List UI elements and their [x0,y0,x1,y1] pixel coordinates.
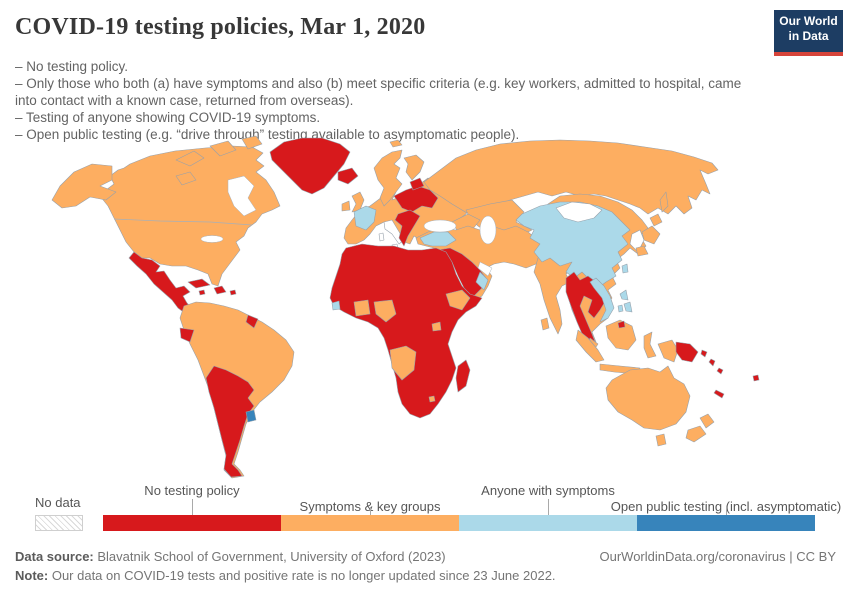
legend-no-data-label: No data [35,495,81,510]
footer-note-label: Note: [15,568,49,583]
region-sri-lanka[interactable] [540,317,550,331]
legend-tick-open-public-testing [726,507,727,515]
region-africa[interactable] [329,243,483,419]
region-angola[interactable] [389,345,417,381]
region-baltics[interactable] [409,177,425,191]
legend-tick-no-policy [192,499,193,515]
region-sakhalin[interactable] [659,191,669,213]
legend-label-no-policy: No testing policy [144,483,240,498]
region-nigeria[interactable] [373,299,397,323]
region-balkans[interactable] [394,209,421,247]
legend-tick-anyone-with-symptoms [548,499,549,515]
footer-data-source-text: Blavatnik School of Government, Universi… [93,549,446,564]
legend-label-anyone-with-symptoms: Anyone with symptoms [481,483,615,498]
region-finland[interactable] [403,154,425,181]
region-greenland[interactable] [269,137,351,195]
legend-no-data-swatch[interactable] [35,515,83,531]
subtitle-line-4: – Open public testing (e.g. “drive throu… [15,127,520,142]
region-eswatini[interactable] [428,395,436,403]
owid-logo-line2: in Data [788,29,829,43]
owid-logo-line1: Our World [779,14,838,28]
region-svalbard[interactable] [389,139,403,148]
region-sumatra[interactable] [575,329,605,363]
chart-subtitle: – No testing policy. – Only those who bo… [15,58,753,143]
region-philippines[interactable] [617,289,633,313]
legend-color-bar [103,515,815,531]
legend-swatch-anyone-with-symptoms[interactable] [459,515,637,531]
region-ecuador[interactable] [179,327,195,343]
persian-gulf-water [477,261,493,277]
us-canada-border [113,218,253,226]
region-west-africa[interactable] [353,299,371,317]
region-iceland[interactable] [337,167,359,185]
region-hispaniola[interactable] [213,285,227,295]
region-france[interactable] [353,205,377,231]
region-southern-cone[interactable] [205,365,255,478]
region-tasmania[interactable] [655,433,667,447]
subtitle-line-3: – Testing of anyone showing COVID-19 sym… [15,110,321,125]
legend-tick-symptoms-key-groups [370,507,371,515]
region-vietnam[interactable] [589,277,615,323]
caspian-sea-water [479,215,497,245]
footer-data-source-label: Data source: [15,549,94,564]
region-jamaica[interactable] [198,289,206,296]
region-guyana[interactable] [245,314,259,329]
page-title: COVID-19 testing policies, Mar 1, 2020 [15,14,426,40]
region-cuba[interactable] [187,278,211,289]
region-sardinia[interactable] [378,232,385,242]
black-sea-water [423,219,457,233]
region-scandinavia[interactable] [373,149,403,207]
region-ireland[interactable] [341,200,351,212]
region-sulawesi[interactable] [643,331,657,359]
region-oman-uae[interactable] [475,271,489,291]
region-puerto-rico[interactable] [229,289,237,296]
region-arctic-islands[interactable] [175,135,263,186]
region-australia[interactable] [605,365,691,431]
region-new-caledonia[interactable] [713,389,725,399]
footer-note-text: Our data on COVID-19 tests and positive … [48,568,556,583]
legend-swatch-no-policy[interactable] [103,515,281,531]
owid-logo[interactable]: Our World in Data [774,10,843,56]
region-west-new-guinea[interactable] [657,339,679,363]
region-uganda[interactable] [431,321,442,332]
region-brunei[interactable] [617,320,626,329]
region-solomon-islands[interactable] [700,349,724,375]
hudson-bay-water [227,175,257,217]
region-alaska[interactable] [51,163,117,209]
subtitle-line-2: – Only those who both (a) have symptoms … [15,76,742,108]
region-taiwan[interactable] [621,263,629,274]
region-papua-new-guinea[interactable] [675,341,699,363]
subtitle-line-1: – No testing policy. [15,59,129,74]
region-uruguay[interactable] [245,409,257,423]
region-korea[interactable] [629,229,645,253]
legend-swatch-symptoms-key-groups[interactable] [281,515,459,531]
region-sierra-leone[interactable] [331,300,341,311]
footer-attribution-link[interactable]: OurWorldinData.org/coronavirus | CC BY [599,549,836,564]
legend-swatch-open-public-testing[interactable] [637,515,815,531]
footer-data-source: Data source: Blavatnik School of Governm… [15,549,446,564]
legend-label-open-public-testing: Open public testing (incl. asymptomatic) [610,499,842,514]
region-fiji[interactable] [752,374,760,382]
great-lakes-water [200,235,224,243]
region-madagascar[interactable] [455,359,471,393]
region-borneo[interactable] [605,319,637,351]
region-new-zealand[interactable] [685,413,715,443]
region-japan[interactable] [635,213,663,257]
footer-note: Note: Our data on COVID-19 tests and pos… [15,568,556,583]
region-canada-usa[interactable] [99,145,281,287]
region-mongolia[interactable] [555,201,603,223]
legend-label-symptoms-key-groups: Symptoms & key groups [299,499,441,514]
region-ethiopia[interactable] [445,289,471,311]
